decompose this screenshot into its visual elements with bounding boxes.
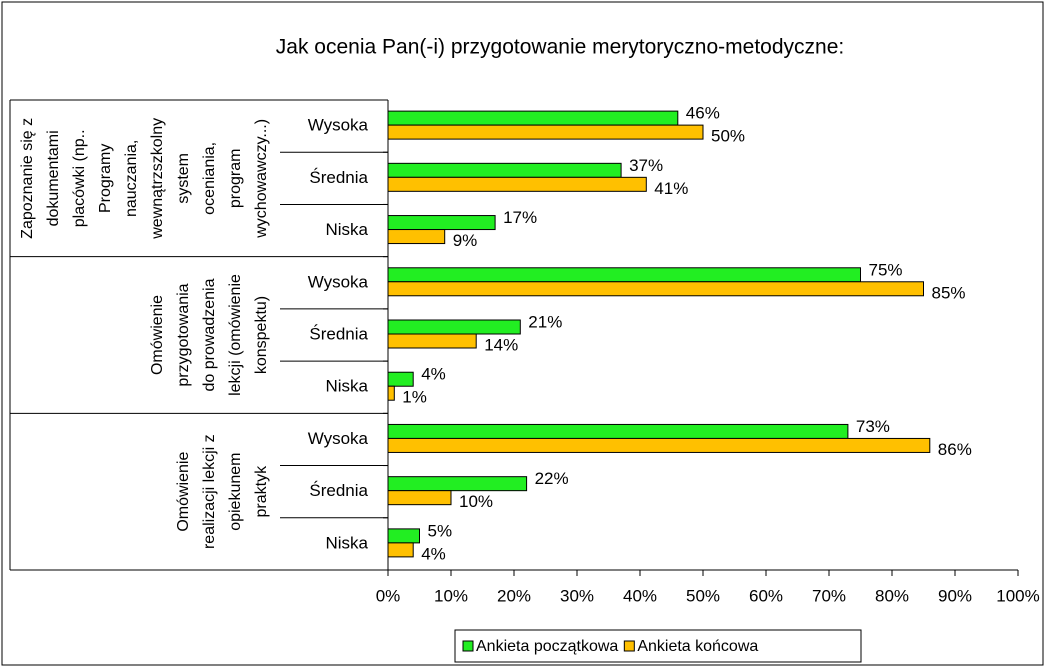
legend-swatch xyxy=(623,640,635,652)
group-label: oceniania, xyxy=(201,142,218,215)
value-label: 21% xyxy=(528,312,562,331)
bar xyxy=(387,162,622,178)
bar xyxy=(387,423,849,439)
value-label: 85% xyxy=(932,283,966,302)
value-label: 75% xyxy=(869,260,903,279)
y-tick-label: Niska xyxy=(325,377,368,396)
value-label: 1% xyxy=(402,388,427,407)
bar xyxy=(387,267,861,283)
bar xyxy=(387,476,528,492)
y-tick-label: Wysoka xyxy=(308,429,369,448)
x-tick-label: 80% xyxy=(875,586,909,605)
y-tick-label: Wysoka xyxy=(308,272,369,291)
group-label: dokumentami xyxy=(45,130,62,226)
group-label: lekcji (omówienie xyxy=(227,274,244,396)
group-label: nauczania, xyxy=(123,140,140,217)
y-tick-label: Niska xyxy=(325,220,368,239)
group-label: do prowadzenia xyxy=(201,278,218,391)
bar xyxy=(387,215,496,231)
group-label: Zapoznanie się z xyxy=(19,118,36,239)
x-tick-label: 90% xyxy=(938,586,972,605)
y-tick-label: Średnia xyxy=(309,324,368,343)
value-label: 5% xyxy=(428,521,453,540)
x-tick-label: 40% xyxy=(623,586,657,605)
bar xyxy=(387,385,395,401)
bar xyxy=(387,371,414,387)
bar xyxy=(387,176,647,192)
bar xyxy=(387,319,521,335)
bar xyxy=(387,542,414,558)
x-tick-label: 10% xyxy=(434,586,468,605)
group-label: praktyk xyxy=(253,465,270,518)
value-label: 86% xyxy=(938,440,972,459)
bar xyxy=(387,110,679,126)
value-label: 4% xyxy=(421,365,446,384)
bar xyxy=(387,333,477,349)
group-label: program xyxy=(227,149,244,209)
x-tick-label: 30% xyxy=(560,586,594,605)
group-label: przygotowania xyxy=(175,283,192,386)
value-label: 14% xyxy=(484,335,518,354)
x-tick-label: 70% xyxy=(812,586,846,605)
group-label: Omówienie xyxy=(149,295,166,375)
legend-box xyxy=(454,629,862,663)
value-label: 37% xyxy=(629,156,663,175)
y-tick-label: Średnia xyxy=(309,168,368,187)
value-label: 4% xyxy=(421,544,446,563)
group-label: opiekunem xyxy=(227,453,244,531)
bar xyxy=(387,490,452,506)
value-label: 9% xyxy=(453,231,478,250)
value-label: 73% xyxy=(856,417,890,436)
group-label: konspektu) xyxy=(253,296,270,374)
group-label: wychowawczy...) xyxy=(253,119,270,239)
group-label: Omówienie xyxy=(175,452,192,532)
value-label: 17% xyxy=(503,208,537,227)
value-label: 22% xyxy=(535,469,569,488)
group-label: system xyxy=(175,153,192,204)
x-tick-label: 50% xyxy=(686,586,720,605)
bar xyxy=(387,281,924,297)
legend-label: Ankieta końcowa xyxy=(637,638,758,655)
bar xyxy=(387,124,704,140)
chart-title: Jak ocenia Pan(-i) przygotowanie merytor… xyxy=(276,36,844,59)
group-label: Programy xyxy=(97,144,114,213)
x-tick-label: 20% xyxy=(497,586,531,605)
legend-label: Ankieta początkowa xyxy=(476,638,618,655)
group-label: placówki (np.. xyxy=(71,129,88,227)
y-tick-label: Średnia xyxy=(309,481,368,500)
legend-swatch xyxy=(462,640,474,652)
y-tick-label: Niska xyxy=(325,533,368,552)
x-tick-label: 100% xyxy=(996,586,1039,605)
value-label: 41% xyxy=(654,179,688,198)
value-label: 46% xyxy=(686,104,720,123)
value-label: 10% xyxy=(459,492,493,511)
bar xyxy=(387,437,931,453)
y-tick-label: Wysoka xyxy=(308,116,369,135)
group-label: realizacji lekcji z xyxy=(201,434,218,549)
bar xyxy=(387,528,420,544)
value-label: 50% xyxy=(711,127,745,146)
bar xyxy=(387,229,446,245)
x-tick-label: 0% xyxy=(376,586,401,605)
x-tick-label: 60% xyxy=(749,586,783,605)
group-label: wewnątrzszkolny xyxy=(149,118,166,240)
